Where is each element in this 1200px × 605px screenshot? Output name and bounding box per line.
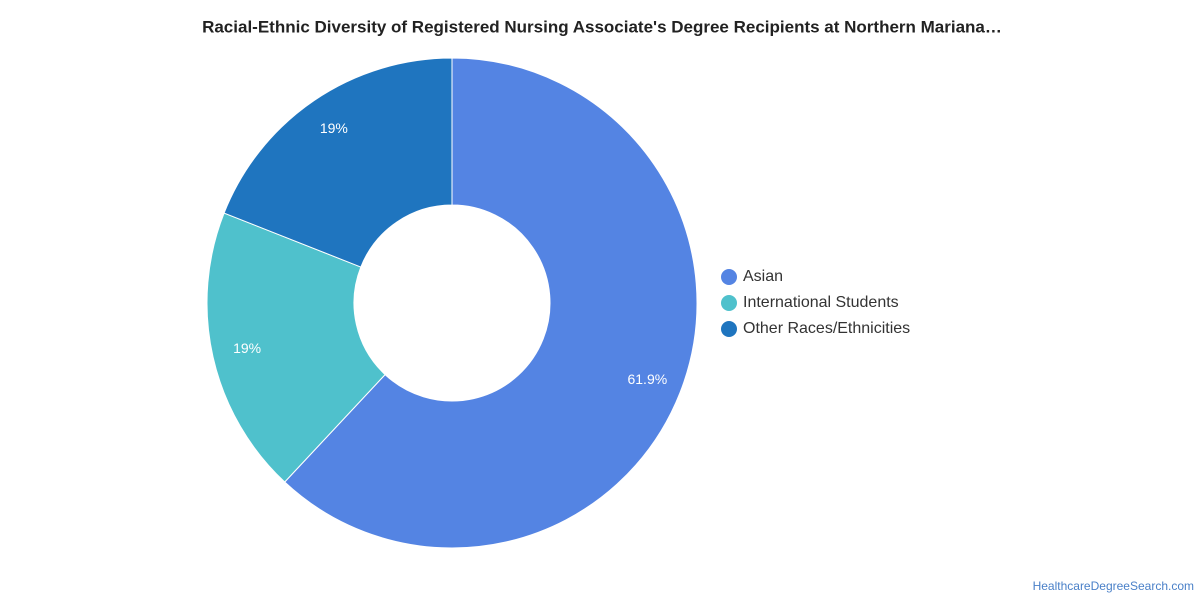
legend-marker — [721, 269, 737, 285]
legend-marker — [721, 295, 737, 311]
legend-label: International Students — [743, 294, 899, 311]
donut-slice — [284, 57, 698, 549]
slice-label: 19% — [320, 120, 348, 136]
slice-label: 61.9% — [627, 371, 667, 387]
legend-label: Asian — [743, 268, 783, 285]
source-link[interactable]: HealthcareDegreeSearch.com — [1033, 579, 1194, 593]
slice-label: 19% — [233, 340, 261, 356]
donut-slice — [206, 212, 386, 483]
legend-marker — [721, 321, 737, 337]
legend-label: Other Races/Ethnicities — [743, 320, 910, 337]
donut-slice — [223, 57, 453, 268]
chart-title: Racial-Ethnic Diversity of Registered Nu… — [202, 17, 1002, 36]
